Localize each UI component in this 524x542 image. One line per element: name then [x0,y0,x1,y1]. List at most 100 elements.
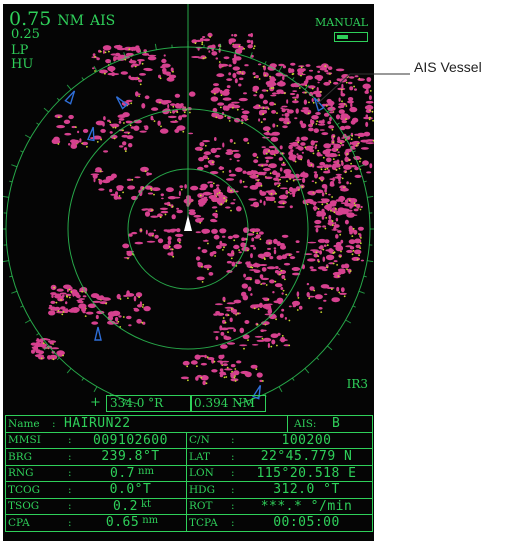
bearing-tick [352,305,356,308]
echo-trail [319,91,322,93]
echo-trail [336,264,338,266]
echo-blob [249,185,259,190]
echo-blob [211,228,218,234]
echo-blob [110,123,120,128]
echo-blob [160,100,169,105]
echo-blob [252,72,256,76]
echo-blob [300,123,307,129]
echo-blob [250,293,253,296]
echo-blob [259,231,264,235]
echo-trail [199,194,202,197]
range-readout[interactable]: 0.75 NM AIS [9,10,115,31]
echo-blob [314,225,322,228]
echo-trail [317,255,320,257]
echo-trail [124,58,127,61]
info-right-cell: LAT: 22°45.779 N [187,449,372,465]
echo-trail [108,50,110,53]
echo-trail [261,165,264,167]
echo-blob [308,69,314,72]
echo-blob [54,114,63,118]
echo-blob [323,81,331,86]
echo-trail [68,288,71,291]
echo-blob [283,168,292,175]
echo-trail [150,187,152,190]
echo-blob [226,309,231,312]
interference-rejection[interactable]: IR3 [346,377,368,391]
echo-blob [188,209,196,212]
echo-trail [52,358,55,361]
echo-trail [300,158,303,161]
echo-blob [219,194,226,198]
echo-trail [172,255,175,258]
echo-blob [279,167,283,172]
echo-trail [169,204,171,207]
echo-blob [350,165,357,168]
echo-blob [278,268,281,270]
echo-blob [233,153,241,159]
echo-blob [202,380,206,386]
echo-trail [297,297,300,299]
bearing-tick [123,399,127,404]
echo-blob [354,249,362,255]
echo-blob [72,309,79,313]
echo-blob [133,308,140,312]
echo-blob [354,174,362,178]
echo-blob [335,234,339,239]
echo-trail [150,189,153,192]
echo-blob [238,97,248,102]
echo-blob [176,207,180,210]
vessel-name: HAIRUN22 [64,416,131,432]
echo-blob [290,83,297,88]
echo-trail [348,199,351,202]
echo-blob [113,194,119,200]
echo-trail [200,376,203,379]
echo-blob [339,292,347,295]
echo-blob [353,208,359,212]
echo-blob [176,209,183,214]
echo-blob [165,187,174,193]
echo-blob [261,267,267,272]
echo-blob [147,192,154,195]
echo-blob [290,62,296,66]
echo-trail [94,70,96,72]
echo-blob [274,270,280,274]
echo-blob [215,147,222,150]
echo-trail [137,77,140,80]
echo-trail [334,207,337,210]
radar-display[interactable] [3,4,374,404]
echo-blob [362,83,371,90]
echo-blob [98,188,105,191]
echo-trail [256,232,259,235]
pulse-length[interactable]: LP [11,43,29,58]
echo-blob [346,249,353,253]
echo-blob [317,238,327,243]
echo-blob [331,297,341,303]
echo-blob [278,63,285,67]
echo-trail [139,83,142,86]
echo-trail [285,293,288,296]
echo-blob [214,137,217,141]
echo-trail [247,142,250,145]
echo-trail [353,85,355,88]
echo-trail [194,42,197,45]
echo-trail [331,196,333,198]
echo-blob [82,128,89,133]
gain-mode[interactable]: MANUAL [314,16,368,29]
echo-trail [218,191,221,194]
echo-blob [288,144,293,150]
echo-blob [232,59,237,65]
echo-blob [306,145,314,149]
echo-blob [200,197,209,202]
echo-trail [332,141,335,144]
echo-trail [310,164,313,166]
echo-blob [347,97,354,101]
echo-trail [261,337,264,340]
echo-blob [203,38,211,42]
echo-trail [312,101,315,104]
echo-blob [350,120,356,125]
echo-blob [289,142,297,145]
orientation-mode[interactable]: HU [11,57,34,72]
echo-blob [170,120,179,124]
echo-trail [336,148,339,151]
echo-trail [300,66,303,69]
